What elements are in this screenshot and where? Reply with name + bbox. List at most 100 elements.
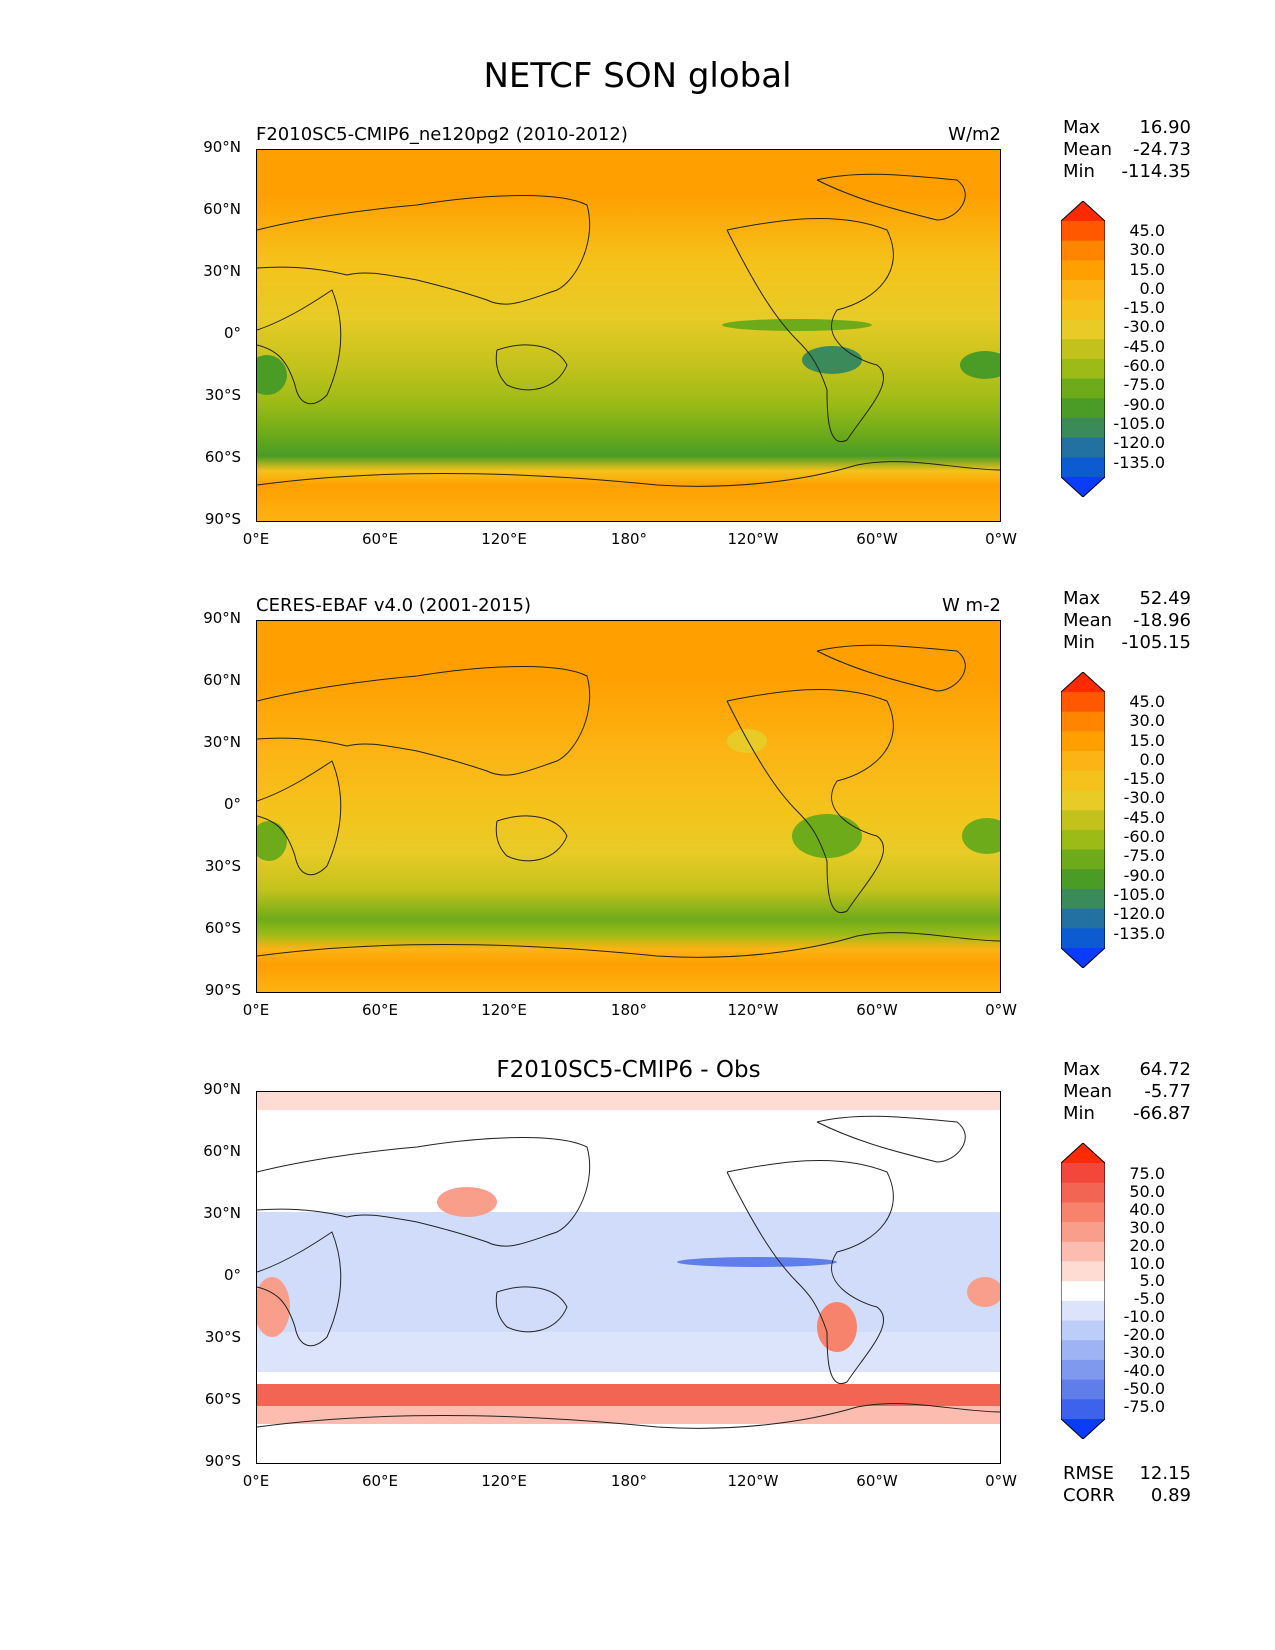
colorbar (1061, 672, 1105, 968)
colorbar-segment (1061, 1163, 1105, 1184)
colorbar-segment (1061, 221, 1105, 242)
lon-label: 60°E (361, 530, 399, 548)
panel-units: W/m2 (948, 124, 1001, 145)
colorbar-extend-min (1061, 477, 1105, 497)
colorbar-segment (1061, 358, 1105, 380)
colorbar-segment (1061, 869, 1105, 890)
lon-label: 180° (610, 530, 648, 548)
panel-model: F2010SC5-CMIP6_ne120pg2 (2010-2012) W/m2 (0, 117, 1275, 599)
lat-label: 30°S (204, 1328, 241, 1346)
lon-label: 120°E (481, 530, 527, 548)
colorbar-segment (1061, 457, 1105, 478)
colorbar-extend-min (1061, 1419, 1105, 1439)
lat-label: 90°S (204, 510, 241, 528)
field-feature (257, 1384, 1000, 1406)
field-feature (802, 346, 862, 374)
colorbar-segment (1061, 849, 1105, 870)
page-title: NETCF SON global (483, 56, 792, 96)
stat-max: Max 52.49 (1063, 588, 1191, 609)
lat-label: 60°S (204, 919, 241, 937)
lon-label: 0°W (985, 1472, 1017, 1490)
stats-block: Max 52.49 Mean -18.96 Min -105.15 (1063, 588, 1191, 654)
lon-label: 0°E (242, 1472, 270, 1490)
metric-rmse: RMSE 12.15 (1063, 1463, 1191, 1484)
stats-block: Max 64.72 Mean -5.77 Min -66.87 (1063, 1059, 1191, 1125)
field-fill (257, 150, 1000, 521)
lat-label: 0° (223, 795, 241, 813)
lat-label: 30°S (204, 857, 241, 875)
stats-block: Max 16.90 Mean -24.73 Min -114.35 (1063, 117, 1191, 183)
field-feature (817, 1302, 857, 1352)
coastlines (257, 644, 1000, 958)
panel-diff: F2010SC5-CMIP6 - Obs 90°N 60 (0, 1057, 1275, 1541)
colorbar-extend-min (1061, 948, 1105, 968)
field-feature (257, 821, 287, 861)
field-feature (962, 818, 1000, 854)
field-feature (722, 319, 872, 331)
colorbar-segment (1061, 437, 1105, 458)
colorbar-labels: 45.0 30.0 15.0 0.0 -15.0 -30.0 -45.0 -60.0 -75.0… (1113, 692, 1165, 943)
stat-mean: Mean -18.96 (1063, 610, 1191, 631)
colorbar (1061, 201, 1105, 497)
lon-label: 0°W (985, 1001, 1017, 1019)
lat-label: 30°N (203, 733, 241, 751)
colorbar-segment (1061, 1202, 1105, 1223)
lat-label: 60°N (203, 1142, 241, 1160)
lon-label: 120°W (727, 530, 779, 548)
lat-label: 0° (223, 1266, 241, 1284)
lat-label: 30°N (203, 1204, 241, 1222)
lon-label: 120°E (481, 1001, 527, 1019)
colorbar-segment (1061, 1399, 1105, 1420)
colorbar-segment (1061, 692, 1105, 713)
colorbar (1061, 1143, 1105, 1439)
stat-min: Min -105.15 (1063, 632, 1191, 653)
map-svg (257, 1092, 1000, 1463)
field-feature (792, 814, 862, 858)
colorbar-extend-max (1061, 1143, 1105, 1163)
lat-label: 90°N (203, 609, 241, 627)
stat-mean: Mean -24.73 (1063, 139, 1191, 160)
field-feature (677, 1257, 837, 1267)
colorbar-segment (1061, 299, 1105, 320)
colorbar-segment (1061, 751, 1105, 772)
coastlines (257, 1115, 1000, 1429)
colorbar-segment (1061, 1320, 1105, 1341)
lon-label: 60°E (361, 1001, 399, 1019)
stat-max: Max 16.90 (1063, 117, 1191, 138)
lon-label: 60°W (856, 530, 898, 548)
lon-label: 0°W (985, 530, 1017, 548)
stat-mean: Mean -5.77 (1063, 1081, 1191, 1102)
field-feature (257, 1277, 290, 1337)
lon-label: 120°E (481, 1472, 527, 1490)
lat-label: 0° (223, 324, 241, 342)
panel-obs: CERES-EBAF v4.0 (2001-2015) W m-2 (0, 588, 1275, 1070)
colorbar-extend-max (1061, 672, 1105, 692)
stat-max: Max 64.72 (1063, 1059, 1191, 1080)
field-feature (960, 351, 1000, 379)
field-feature (967, 1277, 1000, 1307)
colorbar-segment (1061, 1241, 1105, 1262)
lon-label: 120°W (727, 1472, 779, 1490)
colorbar-segment (1061, 810, 1105, 831)
colorbar-segment (1061, 280, 1105, 301)
lat-label: 30°S (204, 386, 241, 404)
panel-title-center: F2010SC5-CMIP6 - Obs (496, 1057, 761, 1083)
colorbar-segment (1061, 260, 1105, 281)
colorbar-segment (1061, 240, 1105, 261)
colorbar-segment (1061, 339, 1105, 360)
lat-label: 60°S (204, 448, 241, 466)
colorbar-segment (1061, 1182, 1105, 1203)
coastlines (257, 173, 1000, 487)
colorbar-segment (1061, 1222, 1105, 1243)
colorbar-labels: 75.0 50.0 40.0 30.0 20.0 10.0 5.0 -5.0 -10.0 -20.… (1123, 1164, 1165, 1416)
field-feature (257, 1092, 1000, 1110)
colorbar-segment (1061, 711, 1105, 732)
colorbar-segment (1061, 1340, 1105, 1361)
lat-label: 60°N (203, 200, 241, 218)
field-feature (727, 729, 767, 753)
lon-label: 60°W (856, 1472, 898, 1490)
map-diff (256, 1091, 1001, 1464)
lon-label: 0°E (242, 530, 270, 548)
colorbar-segment (1061, 908, 1105, 929)
lat-label: 60°S (204, 1390, 241, 1408)
